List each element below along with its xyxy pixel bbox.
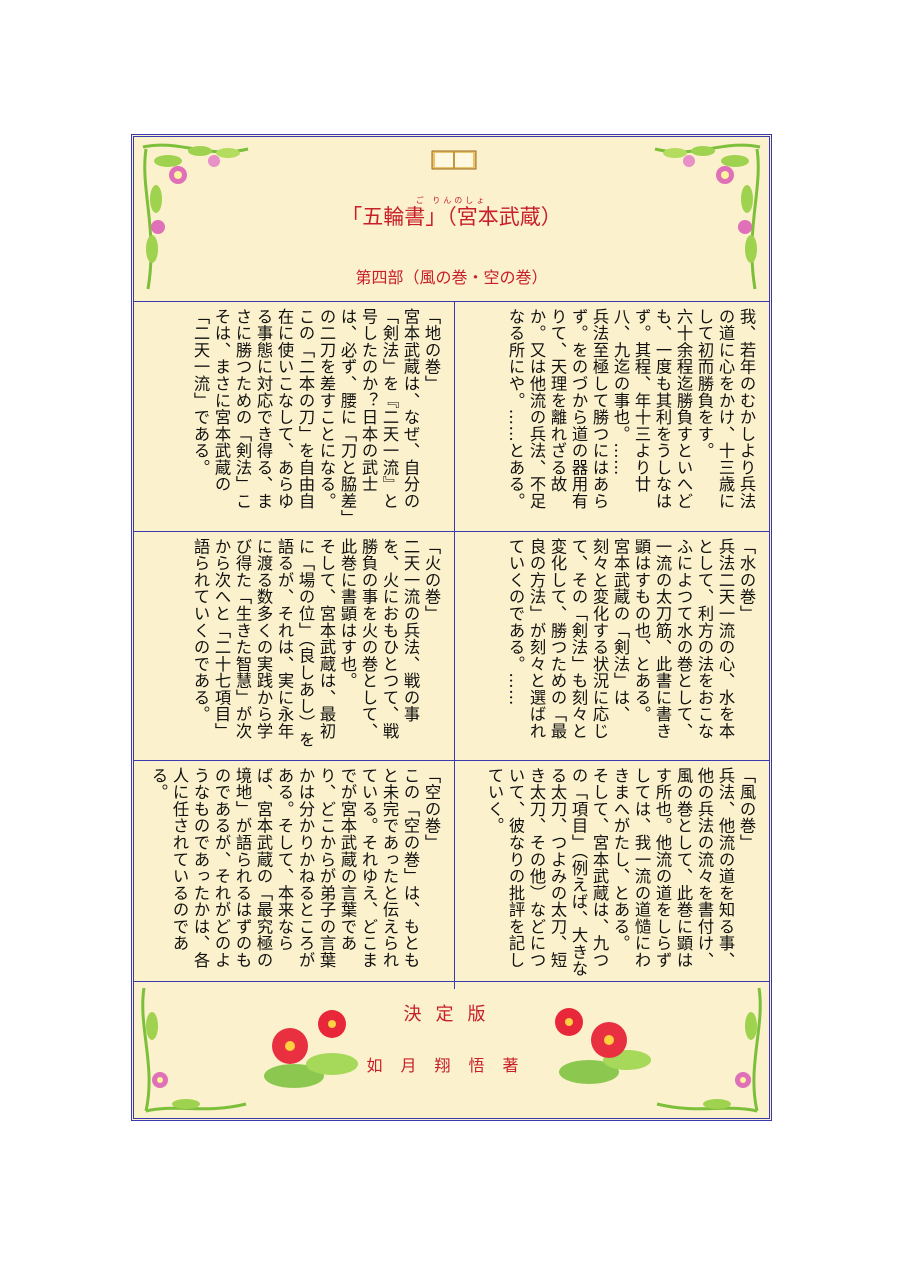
page-title: 「五輪書」（宮本武蔵） [341, 205, 562, 229]
chi-heading: 「地の巻」 [422, 308, 441, 392]
mizu-para-1: 兵法二天一流の心、水を本として、利方の法をおこなふによつて水の巻として、一流の太… [632, 538, 735, 740]
edition-label: 決定版 [403, 1004, 500, 1025]
header: ご りんのしょ 「五輪書」（宮本武蔵） 第四部（風の巻・空の巻） [134, 137, 769, 301]
hi-para-2: そして、宮本武蔵は、最初に「場の位」（良しあし）を語るが、それは、実に永年に渡る… [191, 538, 336, 749]
mizu-para-2: 宮本武蔵の「剣法」は、刻々と変化する状況に応じて、その「剣法」も刻々と変化して、… [506, 538, 630, 740]
cell-intro: 我、若年のむかしより兵法の道に心をかけ、十三歳にして初而勝負をす。 六十余程迄勝… [455, 302, 769, 531]
intro-para-3: 兵法至極して勝つにはあらず。をのづから道の器用有りて、天理を離れざる故か。又は他… [506, 308, 609, 510]
sora-text: 「空の巻」 この「空の巻」は、もともと未完であったと伝えられている。それゆえ、ど… [148, 767, 442, 982]
vine-right-icon [654, 143, 761, 290]
cell-chi: 「地の巻」 宮本武蔵は、なぜ、自分の「剣法」を『二天一流』と号したのか？日本の武… [134, 302, 454, 531]
hibiscus-icon [264, 1010, 358, 1088]
hibiscus-right-icon [555, 1008, 651, 1084]
hi-text: 「火の巻」 二天一流の兵法、戦の事を、火におもひとつて、戦勝負の事を火の巻として… [190, 538, 442, 753]
title-ruby: ご りんのしょ [415, 196, 488, 205]
chi-text: 「地の巻」 宮本武蔵は、なぜ、自分の「剣法」を『二天一流』と号したのか？日本の武… [190, 308, 442, 523]
intro-text: 我、若年のむかしより兵法の道に心をかけ、十三歳にして初而勝負をす。 六十余程迄勝… [505, 308, 757, 523]
mizu-text: 「水の巻」 兵法二天一流の心、水を本として、利方の法をおこなふによつて水の巻とし… [505, 538, 757, 753]
cell-mizu: 「水の巻」 兵法二天一流の心、水を本として、利方の法をおこなふによつて水の巻とし… [455, 532, 769, 760]
kaze-text: 「風の巻」 兵法、他流の道を知る事、他の兵法の流々を書付け、風の巻として、此巻に… [484, 767, 757, 982]
page-subtitle: 第四部（風の巻・空の巻） [355, 268, 548, 287]
chi-para-2: この「二本の刀」を自由自在に使いこなして、あらゆる事態に対応でき得る、まさに勝つ… [191, 308, 315, 510]
hi-heading: 「火の巻」 [422, 538, 441, 622]
kaze-para-1: 兵法、他流の道を知る事、他の兵法の流々を書付け、風の巻として、此巻に顕はす所也。… [611, 767, 735, 969]
vine-left-icon [142, 143, 249, 290]
hi-para-1: 二天一流の兵法、戦の事を、火におもひとつて、戦勝負の事を火の巻として、此巻に書顕… [338, 538, 420, 740]
chi-para-1: 宮本武蔵は、なぜ、自分の「剣法」を『二天一流』と号したのか？日本の武士は、必ず、… [317, 308, 420, 519]
vine-bottom-left-icon [141, 987, 247, 1113]
cell-sora: 「空の巻」 この「空の巻」は、もともと未完であったと伝えられている。それゆえ、ど… [134, 761, 454, 989]
cell-hi: 「火の巻」 二天一流の兵法、戦の事を、火におもひとつて、戦勝負の事を火の巻として… [134, 532, 454, 760]
kaze-heading: 「風の巻」 [737, 767, 756, 851]
vine-bottom-right-icon [656, 987, 762, 1113]
footer: 決定版 如月翔悟著 [134, 981, 769, 1118]
kaze-para-2: そして、宮本武蔵は、九つの「項目」（例えば、大きなる太刀、つよみの太刀、短き太刀… [485, 767, 609, 978]
sora-heading: 「空の巻」 [422, 767, 441, 851]
author-label: 如月翔悟著 [366, 1056, 537, 1075]
page-frame: ご りんのしょ 「五輪書」（宮本武蔵） 第四部（風の巻・空の巻） 我、若年のむか… [131, 134, 772, 1121]
sora-para-1: この「空の巻」は、もともと未完であったと伝えられている。それゆえ、どこまでが宮本… [149, 767, 420, 969]
intro-para-2: 六十余程迄勝負すといへども、一度も其利をうしなはず。其程、年十三より廿八、九迄の… [611, 308, 693, 510]
mizu-heading: 「水の巻」 [737, 538, 756, 622]
open-book-icon [431, 150, 477, 170]
cell-kaze: 「風の巻」 兵法、他流の道を知る事、他の兵法の流々を書付け、風の巻として、此巻に… [455, 761, 769, 989]
text-grid: 我、若年のむかしより兵法の道に心をかけ、十三歳にして初而勝負をす。 六十余程迄勝… [134, 301, 769, 989]
intro-para-1: 我、若年のむかしより兵法の道に心をかけ、十三歳にして初而勝負をす。 [695, 308, 756, 510]
